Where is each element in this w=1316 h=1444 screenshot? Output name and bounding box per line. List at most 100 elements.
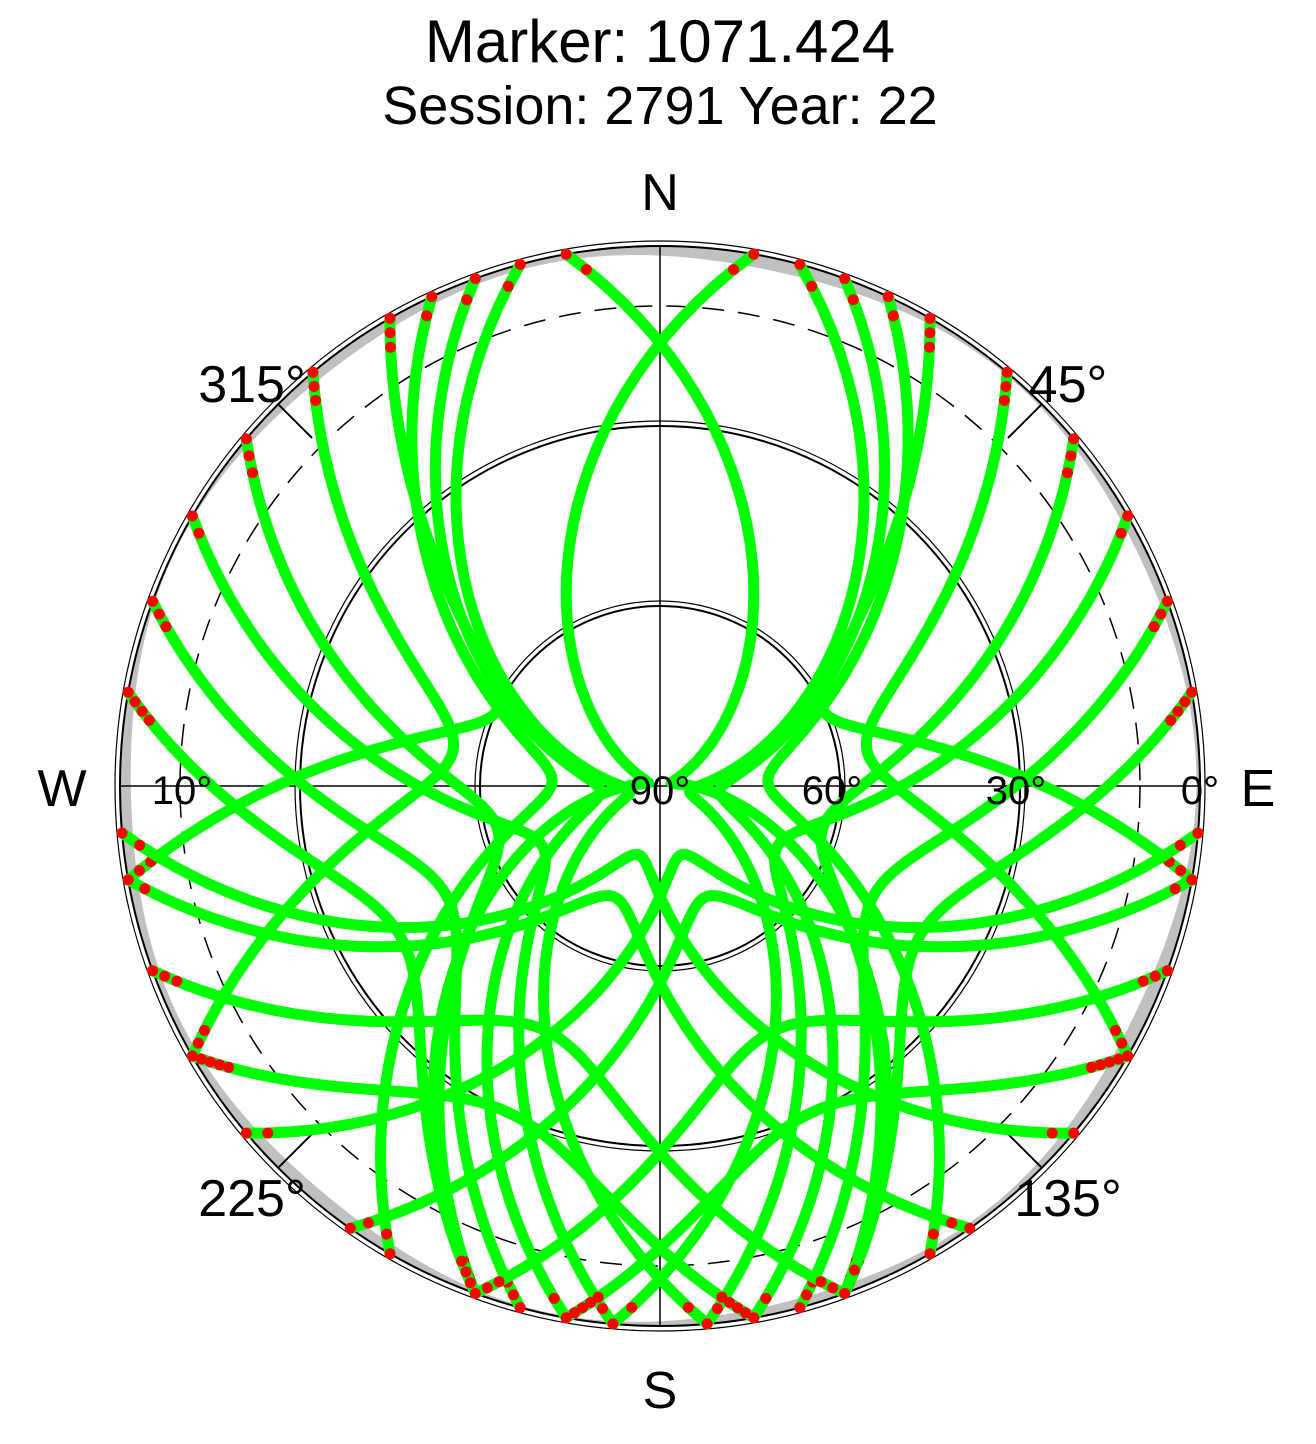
low-elevation-point <box>847 294 859 306</box>
low-elevation-point <box>160 621 172 633</box>
cardinal-label-n: N <box>641 164 679 222</box>
low-elevation-point <box>701 1318 713 1330</box>
low-elevation-point <box>381 1228 393 1240</box>
low-elevation-point <box>464 1277 476 1289</box>
low-elevation-point <box>848 1264 860 1276</box>
satellite-track <box>469 965 1173 1299</box>
satellite-track <box>860 366 1134 1062</box>
elevation-tick-0: 0° <box>1181 769 1219 813</box>
low-elevation-point <box>481 1282 493 1294</box>
satellite-track <box>116 827 1080 1139</box>
low-elevation-point <box>801 1289 812 1301</box>
low-elevation-point <box>794 258 806 270</box>
chart-subtitle: Session: 2791 Year: 22 <box>382 76 937 136</box>
low-elevation-point <box>728 264 740 276</box>
low-elevation-point <box>384 1248 396 1260</box>
satellite-tracks <box>116 248 1204 1330</box>
low-elevation-point <box>924 327 936 339</box>
low-elevation-point <box>1169 883 1181 895</box>
low-elevation-point <box>514 1302 526 1314</box>
low-elevation-point <box>548 1292 560 1304</box>
low-elevation-point <box>998 395 1010 406</box>
azimuth-tick-mark <box>1007 403 1043 439</box>
low-elevation-point <box>344 1222 356 1234</box>
low-elevation-point <box>1174 839 1186 851</box>
low-elevation-point <box>748 248 760 260</box>
satellite-track <box>240 433 505 1299</box>
low-elevation-point <box>1155 608 1167 620</box>
satellite-track <box>429 273 606 1324</box>
cardinal-label-e: E <box>1241 760 1276 818</box>
elevation-tick-10: 10° <box>152 769 213 813</box>
low-elevation-point <box>1175 865 1187 876</box>
low-elevation-point <box>839 273 851 285</box>
satellite-track <box>374 291 558 1260</box>
satellite-track <box>701 510 1134 1330</box>
low-elevation-point <box>196 1053 207 1065</box>
elevation-tick-30: 30° <box>986 769 1047 813</box>
low-elevation-point <box>205 1056 216 1068</box>
elevation-tick-90: 90° <box>630 769 691 813</box>
low-elevation-point <box>724 1297 735 1308</box>
low-elevation-point <box>760 1292 772 1304</box>
low-elevation-point <box>1186 686 1198 698</box>
satellite-track <box>122 874 976 1234</box>
low-elevation-point <box>122 686 134 698</box>
low-elevation-point <box>1062 467 1073 479</box>
low-elevation-point <box>597 1303 608 1315</box>
low-elevation-point <box>592 1291 604 1303</box>
satellite-track <box>450 258 713 1330</box>
low-elevation-point <box>560 248 572 260</box>
azimuth-tick-225: 225° <box>198 1170 306 1228</box>
low-elevation-point <box>193 527 205 539</box>
low-elevation-point <box>508 1289 519 1301</box>
low-elevation-point <box>924 341 935 353</box>
low-elevation-point <box>134 839 146 851</box>
low-elevation-point <box>607 1318 619 1330</box>
low-elevation-point <box>1113 1053 1124 1065</box>
low-elevation-point <box>1116 1037 1128 1049</box>
low-elevation-point <box>129 696 141 708</box>
low-elevation-point <box>240 433 252 445</box>
low-elevation-point <box>159 970 171 982</box>
chart-title: Marker: 1071.424 <box>425 8 895 75</box>
low-elevation-point <box>1137 975 1149 987</box>
low-elevation-point <box>794 1302 806 1314</box>
low-elevation-point <box>153 608 165 620</box>
low-elevation-point <box>1068 433 1080 445</box>
polar-plot-area <box>114 240 1206 1332</box>
low-elevation-point <box>887 310 899 322</box>
satellite-track <box>607 258 870 1330</box>
low-elevation-point <box>502 280 514 292</box>
elevation-tick-60: 60° <box>802 769 863 813</box>
low-elevation-point <box>1046 1127 1058 1139</box>
azimuth-tick-mark <box>277 403 313 439</box>
azimuth-tick-45: 45° <box>1029 356 1108 414</box>
low-elevation-point <box>384 327 396 339</box>
low-elevation-point <box>1161 965 1173 977</box>
low-elevation-point <box>924 312 936 324</box>
satellite-track <box>560 248 893 1299</box>
low-elevation-point <box>122 874 134 886</box>
satellite-track <box>147 595 526 1314</box>
low-elevation-point <box>1122 1050 1134 1062</box>
low-elevation-point <box>456 1255 468 1267</box>
low-elevation-point <box>882 291 894 303</box>
low-elevation-point <box>514 258 526 270</box>
low-elevation-point <box>136 705 148 717</box>
low-elevation-point <box>307 366 319 378</box>
low-elevation-point <box>1186 874 1198 886</box>
low-elevation-point <box>1148 621 1160 633</box>
low-elevation-point <box>1115 527 1127 539</box>
low-elevation-point <box>946 1217 958 1229</box>
low-elevation-point <box>585 1297 596 1308</box>
satellite-track <box>794 595 1173 1314</box>
low-elevation-point <box>732 1302 743 1314</box>
low-elevation-point <box>1104 1056 1115 1068</box>
satellite-track <box>344 874 1198 1234</box>
low-elevation-point <box>116 827 128 839</box>
low-elevation-point <box>1149 970 1161 982</box>
low-elevation-point <box>1065 450 1077 462</box>
low-elevation-point <box>740 1307 751 1319</box>
